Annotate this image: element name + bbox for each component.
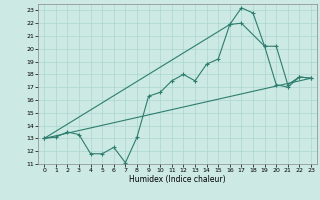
- X-axis label: Humidex (Indice chaleur): Humidex (Indice chaleur): [129, 175, 226, 184]
